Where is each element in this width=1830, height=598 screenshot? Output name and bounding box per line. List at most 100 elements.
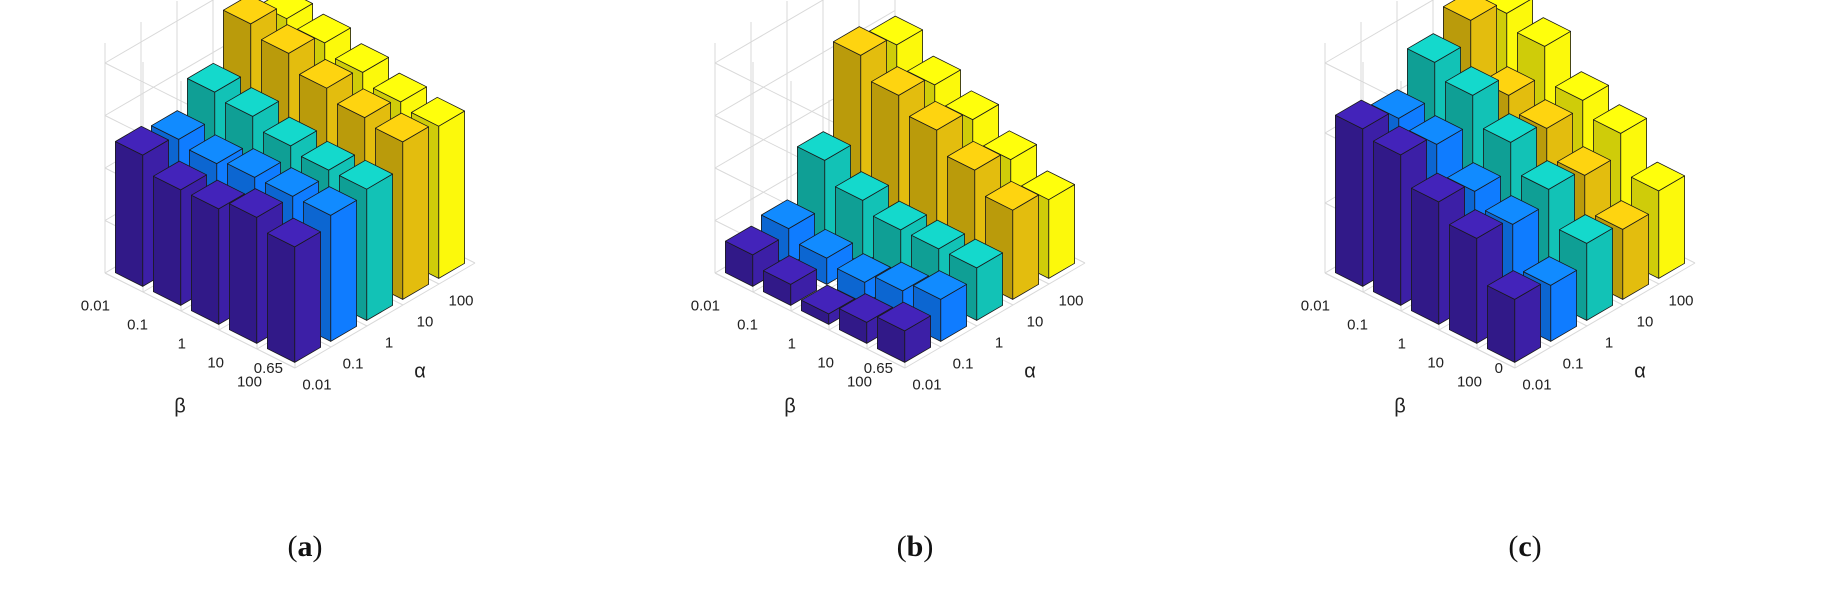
- bar3d-chart-b: 0.650.70.750.80.85ACC0.010.1110100β0.010…: [691, 0, 1086, 418]
- bar-top-face: [222, 0, 278, 25]
- alpha-tick-label: 0.01: [1522, 377, 1551, 394]
- bar-top-face: [188, 134, 244, 165]
- bar-top-face: [876, 301, 932, 332]
- floor-grid-line: [294, 262, 476, 369]
- bar-top-face: [190, 179, 246, 210]
- bar-side-face: [266, 232, 296, 363]
- beta-tick-label: 100: [237, 374, 262, 391]
- z-tick-label: 0.65: [254, 360, 283, 377]
- bar-top-face: [226, 148, 282, 178]
- bar-top-face: [266, 217, 322, 248]
- wall-grid-line: [104, 272, 296, 369]
- bar-top-face: [872, 200, 928, 231]
- bar-top-face: [1020, 170, 1076, 201]
- bar-0.01-0.1: [762, 255, 818, 306]
- bar-top-face: [868, 15, 924, 46]
- bar-front-face: [1658, 175, 1686, 279]
- bar-top-face: [1370, 89, 1426, 119]
- bar-top-face: [836, 253, 892, 283]
- bar-0.01-100: [1486, 270, 1542, 363]
- beta-tick-label: 0.1: [1347, 317, 1368, 334]
- bar-front-face: [1586, 227, 1614, 321]
- wall-grid-line: [1324, 0, 1434, 64]
- alpha-tick-label: 0.01: [912, 377, 941, 394]
- bar-top-face: [1410, 172, 1466, 203]
- bar-top-face: [948, 238, 1004, 269]
- bar3d-chart-a: 0.650.70.750.80.85Gmean0.010.1110100β0.0…: [81, 0, 476, 418]
- wall-grid-line: [714, 0, 824, 64]
- floor-grid-line: [1514, 262, 1696, 369]
- bar-top-face: [946, 140, 1002, 171]
- z-tick-label: 0: [1495, 360, 1503, 377]
- wall-grid-line: [104, 0, 214, 64]
- bar-side-face: [1448, 224, 1478, 344]
- bar-top-face: [338, 159, 394, 190]
- bar-side-face: [1335, 114, 1364, 287]
- beta-tick-label: 10: [817, 355, 834, 372]
- bar-top-face: [910, 219, 966, 250]
- bar-top-face: [1518, 99, 1574, 129]
- bar-side-face: [228, 203, 258, 344]
- beta-tick-label: 1: [1398, 336, 1406, 353]
- bar-top-face: [725, 225, 780, 256]
- alpha-tick-label: 100: [1668, 293, 1693, 310]
- alpha-tick-label: 1: [385, 335, 393, 352]
- bar-top-face: [1486, 270, 1542, 300]
- bar-top-face: [838, 293, 894, 323]
- bar-top-face: [982, 130, 1038, 161]
- bars-group: [115, 0, 466, 363]
- wall-grid-line: [714, 272, 906, 369]
- beta-axis-label: β: [1394, 396, 1406, 418]
- alpha-tick-label: 10: [1027, 314, 1044, 331]
- bar-top-face: [300, 140, 356, 171]
- beta-axis-label: β: [784, 396, 796, 418]
- alpha-tick-label: 10: [417, 314, 434, 331]
- bar-front-face: [366, 173, 394, 321]
- panel-b: 0.650.70.750.80.85ACC0.010.1110100β0.010…: [610, 0, 1220, 598]
- beta-tick-label: 0.01: [1301, 298, 1330, 315]
- bar-side-face: [190, 194, 220, 325]
- bar-top-face: [298, 59, 354, 89]
- bar-top-face: [1522, 256, 1578, 286]
- bar-top-face: [334, 43, 390, 73]
- bar-top-face: [302, 186, 358, 216]
- alpha-tick-label: 10: [1637, 314, 1654, 331]
- bar-top-face: [260, 24, 316, 54]
- bar-top-face: [374, 112, 430, 143]
- bar-top-face: [1372, 125, 1428, 156]
- bar-front-face: [1012, 194, 1040, 300]
- bar-top-face: [1558, 214, 1614, 244]
- bar-top-face: [1630, 161, 1686, 192]
- bar-top-face: [1516, 17, 1572, 47]
- bar-top-face: [1594, 200, 1650, 230]
- bar-top-face: [1484, 195, 1540, 225]
- bar-top-face: [1335, 99, 1390, 130]
- alpha-tick-label: 100: [448, 293, 473, 310]
- wall-grid-line: [714, 10, 896, 116]
- alpha-tick-label: 1: [995, 335, 1003, 352]
- bar-0.1-0.1: [798, 228, 854, 285]
- bar-top-face: [1406, 33, 1462, 63]
- beta-tick-label: 0.01: [81, 298, 110, 315]
- bar-top-face: [410, 96, 466, 127]
- bar-top-face: [762, 255, 818, 285]
- bar-front-face: [402, 126, 430, 300]
- panel-label-c: (c): [1508, 530, 1542, 563]
- bar-top-face: [1520, 160, 1576, 190]
- chart-root: 00.020.040.06Time(s)0.010.1110100β0.010.…: [1301, 0, 1696, 418]
- bar-top-face: [834, 171, 890, 201]
- bar-top-face: [1556, 146, 1612, 176]
- bar-top-face: [1442, 0, 1498, 21]
- bar-top-face: [186, 62, 242, 93]
- bar-top-face: [258, 0, 314, 20]
- bar-top-face: [984, 180, 1040, 211]
- panel-label-b: (b): [896, 530, 934, 563]
- bar-top-face: [115, 125, 170, 156]
- bar-top-face: [1554, 71, 1610, 101]
- bar-top-face: [372, 72, 428, 103]
- bar-top-face: [1592, 104, 1648, 134]
- bar-side-face: [1372, 140, 1402, 306]
- beta-tick-label: 0.1: [737, 317, 758, 334]
- panel-a: 0.650.70.750.80.85Gmean0.010.1110100β0.0…: [0, 0, 610, 598]
- alpha-axis-label: α: [1634, 361, 1646, 383]
